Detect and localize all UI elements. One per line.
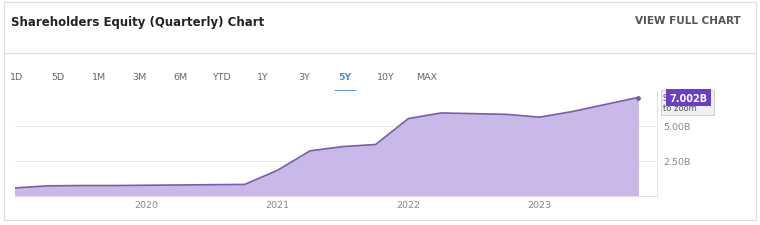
Text: 5Y: 5Y — [338, 73, 352, 82]
Text: 1D: 1D — [10, 73, 24, 82]
Text: VIEW FULL CHART: VIEW FULL CHART — [635, 16, 741, 26]
Text: MAX: MAX — [416, 73, 438, 82]
Text: YTD: YTD — [213, 73, 231, 82]
Text: 7.002B: 7.002B — [670, 93, 708, 103]
Text: 10Y: 10Y — [377, 73, 395, 82]
FancyBboxPatch shape — [4, 3, 756, 220]
Text: 5D: 5D — [51, 73, 65, 82]
Text: 1Y: 1Y — [257, 73, 269, 82]
Text: 6M: 6M — [174, 73, 188, 82]
Text: 3M: 3M — [133, 73, 147, 82]
Text: Select area
to zoom: Select area to zoom — [663, 93, 711, 113]
Text: 3Y: 3Y — [298, 73, 310, 82]
Text: 1M: 1M — [92, 73, 106, 82]
Text: Shareholders Equity (Quarterly) Chart: Shareholders Equity (Quarterly) Chart — [11, 16, 264, 29]
